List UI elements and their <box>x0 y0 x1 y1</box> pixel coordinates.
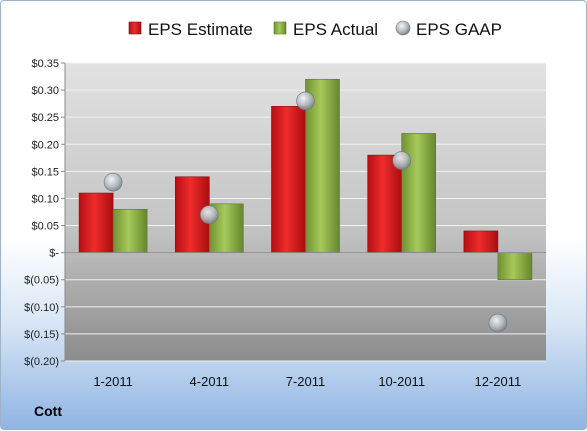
legend: EPS Estimate EPS Actual EPS GAAP <box>128 20 502 39</box>
y-tick-label: $(0.05) <box>24 275 59 287</box>
company-label: Cott <box>34 403 62 419</box>
legend-swatch-eps-gaap <box>395 20 411 36</box>
y-tick-label: $0.15 <box>31 166 59 178</box>
y-tick-label: $0.20 <box>31 139 59 151</box>
bars <box>78 78 533 281</box>
y-axis: $0.35 $0.30 $0.25 $0.20 $0.15 $0.10 $0.05 $- $(0… <box>24 58 66 368</box>
bar-eps-estimate-12-2011 <box>463 230 499 253</box>
x-axis: 1-2011 4-2011 7-2011 10-2011 12-2011 <box>65 252 546 389</box>
legend-swatch-eps-actual <box>273 21 287 35</box>
point-eps-gaap-4-2011 <box>200 205 219 225</box>
legend-label-eps-gaap: EPS GAAP <box>416 20 502 39</box>
bar-eps-estimate-10-2011 <box>367 154 403 253</box>
bar-eps-actual-10-2011 <box>401 133 437 253</box>
y-tick-label: $(0.15) <box>24 329 59 341</box>
y-tick-label: $0.35 <box>31 58 59 70</box>
x-tick-label: 4-2011 <box>190 374 230 389</box>
x-tick-label: 7-2011 <box>286 374 326 389</box>
y-tick-label: $(0.20) <box>24 356 59 368</box>
point-eps-gaap-10-2011 <box>392 151 412 170</box>
y-tick-label: $0.30 <box>31 85 59 97</box>
y-tick-label: $- <box>49 248 59 260</box>
x-tick-label: 12-2011 <box>475 374 522 389</box>
legend-label-eps-actual: EPS Actual <box>293 20 378 39</box>
y-tick-label: $0.05 <box>31 221 59 233</box>
point-eps-gaap-7-2011 <box>296 91 315 111</box>
legend-swatch-eps-estimate <box>128 21 142 35</box>
bar-eps-estimate-1-2011 <box>78 192 114 253</box>
bar-eps-actual-12-2011 <box>497 252 533 281</box>
bar-eps-estimate-7-2011 <box>271 106 306 253</box>
point-eps-gaap-1-2011 <box>103 172 123 192</box>
legend-label-eps-estimate: EPS Estimate <box>148 20 253 39</box>
gaap-points <box>103 91 508 333</box>
x-tick-label: 10-2011 <box>378 374 425 389</box>
bar-eps-actual-1-2011 <box>112 208 148 253</box>
y-tick-label: $0.10 <box>31 193 59 205</box>
y-tick-label: $0.25 <box>31 112 59 124</box>
x-tick-label: 1-2011 <box>93 374 133 389</box>
y-tick-label: $(0.10) <box>24 302 59 314</box>
point-eps-gaap-12-2011 <box>488 313 508 333</box>
